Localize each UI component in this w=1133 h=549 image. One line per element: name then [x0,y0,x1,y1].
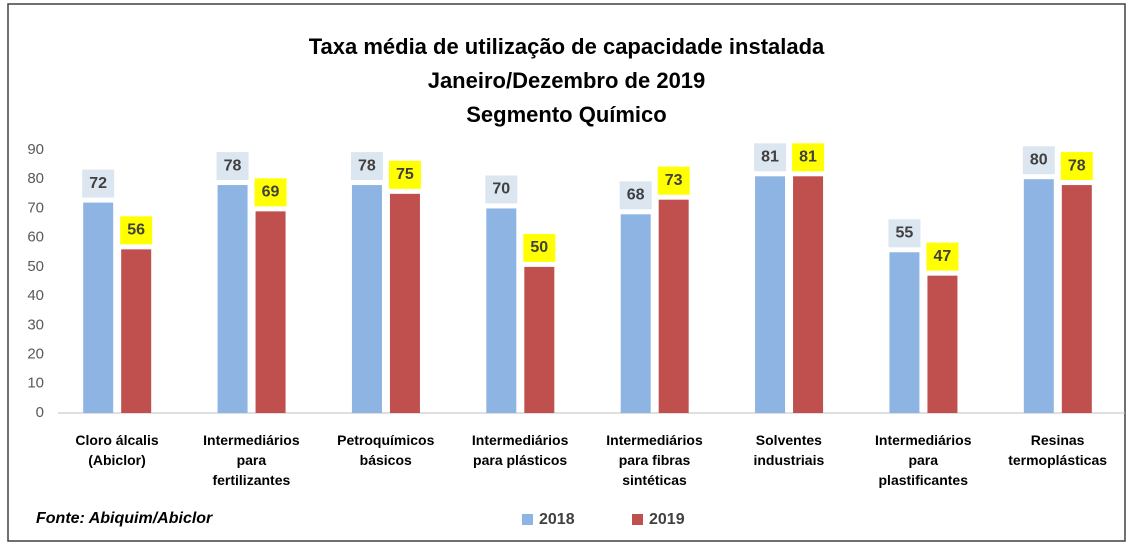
legend-swatch [632,514,643,525]
y-tick-label: 70 [27,199,44,216]
value-label: 50 [530,239,548,256]
value-label: 73 [665,172,683,189]
value-label-box [754,143,787,172]
value-label-box [388,160,421,189]
value-label: 81 [761,149,779,166]
value-label: 68 [627,187,645,204]
y-tick-label: 10 [27,375,44,392]
y-tick-label: 60 [27,229,44,246]
y-tick-label: 30 [27,316,44,333]
chart-frame [7,3,1126,542]
y-tick-label: 0 [36,404,44,421]
x-tick-label: Intermediários para fibras sintéticas [606,432,703,488]
y-tick-label: 90 [27,141,44,158]
value-label-box [888,219,921,248]
value-label-box [350,152,383,181]
value-label: 78 [1068,157,1086,174]
value-label: 70 [492,181,510,198]
legend-swatch [522,514,533,525]
x-tick-label: Intermediários para plastificantes [875,432,972,488]
value-label-box [1022,146,1055,175]
value-label: 72 [89,175,107,192]
value-label-box [1060,152,1093,181]
value-label-box [657,166,690,195]
x-tick-label: Resinas termoplásticas [1008,432,1108,468]
bar [217,185,248,413]
value-label-box [216,152,249,181]
bar [389,193,420,413]
bar [793,176,824,413]
bar [889,252,920,413]
value-label-box [792,143,825,172]
source-note: Fonte: Abiquim/Abiclor [36,510,213,527]
y-tick-label: 50 [27,258,44,275]
bar [83,202,114,413]
legend-label: 2019 [649,511,685,528]
x-tick-label: Intermediários para plásticos [471,432,569,468]
value-label-box [926,242,959,271]
bar [1023,179,1054,413]
value-label-box [523,233,556,262]
value-label: 75 [396,166,414,183]
value-label-box [254,178,287,207]
x-tick-label: Intermediários para fertilizantes [203,432,300,488]
legend-label: 2018 [539,511,575,528]
x-tick-label: Cloro álcalis (Abiclor) [75,432,159,468]
value-label: 55 [896,224,914,241]
value-label: 56 [127,222,145,239]
y-tick-label: 40 [27,287,44,304]
value-label-box [619,181,652,210]
value-label: 78 [358,157,376,174]
y-tick-label: 20 [27,346,44,363]
value-label: 47 [934,248,952,265]
bar [927,275,958,413]
value-label: 69 [262,184,280,201]
bar [486,208,517,413]
y-tick-label: 80 [27,170,44,187]
bar [1061,185,1092,413]
bar [620,214,651,413]
value-label: 80 [1030,151,1048,168]
bar [121,249,152,413]
bar [755,176,786,413]
bar [524,266,555,413]
x-tick-label: Petroquímicos básicos [337,432,435,468]
value-label-box [82,169,115,198]
value-label: 81 [799,149,817,166]
bar [255,211,286,413]
value-label-box [485,175,518,204]
x-tick-label: Solventes industriais [753,432,825,468]
bar [351,185,382,413]
value-label-box [120,216,153,245]
bar [658,199,689,413]
value-label: 78 [224,157,242,174]
chart-title: Taxa média de utilização de capacidade i… [308,34,825,127]
